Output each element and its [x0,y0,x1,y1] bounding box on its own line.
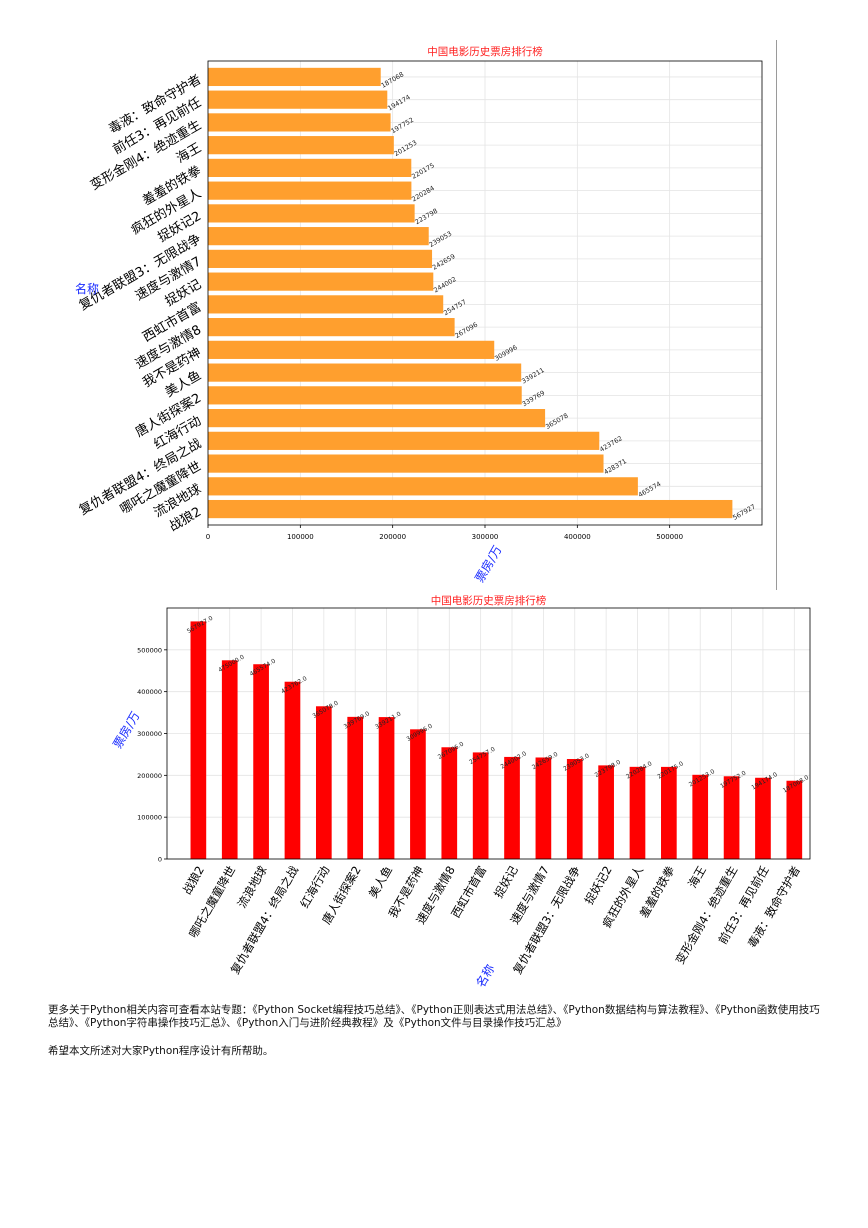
bar [284,681,301,859]
y-tick-label: 500000 [137,646,162,654]
x-tick-label: 400000 [564,533,591,541]
divider-line [776,40,777,590]
chart-title: 中国电影历史票房排行榜 [427,45,543,58]
bar [208,386,522,405]
bar [535,757,552,859]
x-tick-label: 500000 [656,533,683,541]
category-label: 流浪地球 [235,863,270,910]
bar [208,340,495,359]
bar [208,67,381,87]
bar [190,621,207,859]
x-tick-label: 300000 [472,533,499,541]
related-topics-paragraph: 更多关于Python相关内容可查看本站专题：《Python Socket编程技巧… [48,1004,820,1029]
y-tick-label: 300000 [137,730,162,738]
y-tick-label: 0 [158,856,162,864]
bar [208,158,412,177]
bar [253,664,269,859]
category-label: 战狼2 [180,864,207,897]
bar [472,752,489,859]
bar [629,766,646,859]
y-tick-label: 400000 [137,688,162,696]
category-label: 美人鱼 [366,864,395,901]
bar [208,477,638,496]
category-label: 海王 [685,864,709,891]
y-tick-label: 200000 [137,772,162,780]
bar [504,756,520,859]
bar [208,363,522,382]
category-label: 复仇者联盟4：终局之战 [228,863,302,976]
bar [208,454,604,473]
bar [208,295,444,314]
x-tick-label: 0 [206,533,210,541]
bar [347,716,364,859]
y-tick-label: 100000 [137,814,162,822]
bar [208,318,455,337]
bar [755,777,771,859]
chart-title: 中国电影历史票房排行榜 [431,594,547,607]
bar [208,90,388,109]
bar [692,774,709,859]
bar [208,136,394,155]
bar [441,747,458,859]
x-tick-label: 100000 [287,533,314,541]
category-label: 捉妖记 [491,863,521,900]
x-axis-label: 名称 [473,962,498,990]
bar [661,766,677,859]
bar [410,729,426,859]
bar [598,765,614,859]
closing-paragraph: 希望本文所述对大家Python程序设计有所帮助。 [48,1045,274,1057]
bar [208,409,546,428]
bar [566,758,583,859]
bar [208,227,429,246]
bar [208,204,415,223]
bar [208,113,391,132]
bar [221,660,238,859]
vertical-bar-chart: 567927.0战狼2475000.0哪吒之魔童降世465574.0流浪地球42… [110,594,811,990]
horizontal-bar-chart: 567927战狼2465574流浪地球428371哪吒之魔童降世423762复仇… [75,45,763,585]
bar [208,249,433,268]
bar [315,706,332,859]
bar [208,181,412,200]
bar [208,499,733,519]
bar [208,272,434,291]
y-axis-label: 名称 [75,281,99,296]
bar [208,431,600,450]
category-label: 捉妖记2 [582,864,615,907]
bar [786,780,803,859]
x-tick-label: 200000 [379,533,406,541]
bar [723,776,740,859]
category-label: 红海行动 [297,864,332,911]
bar [378,717,395,859]
